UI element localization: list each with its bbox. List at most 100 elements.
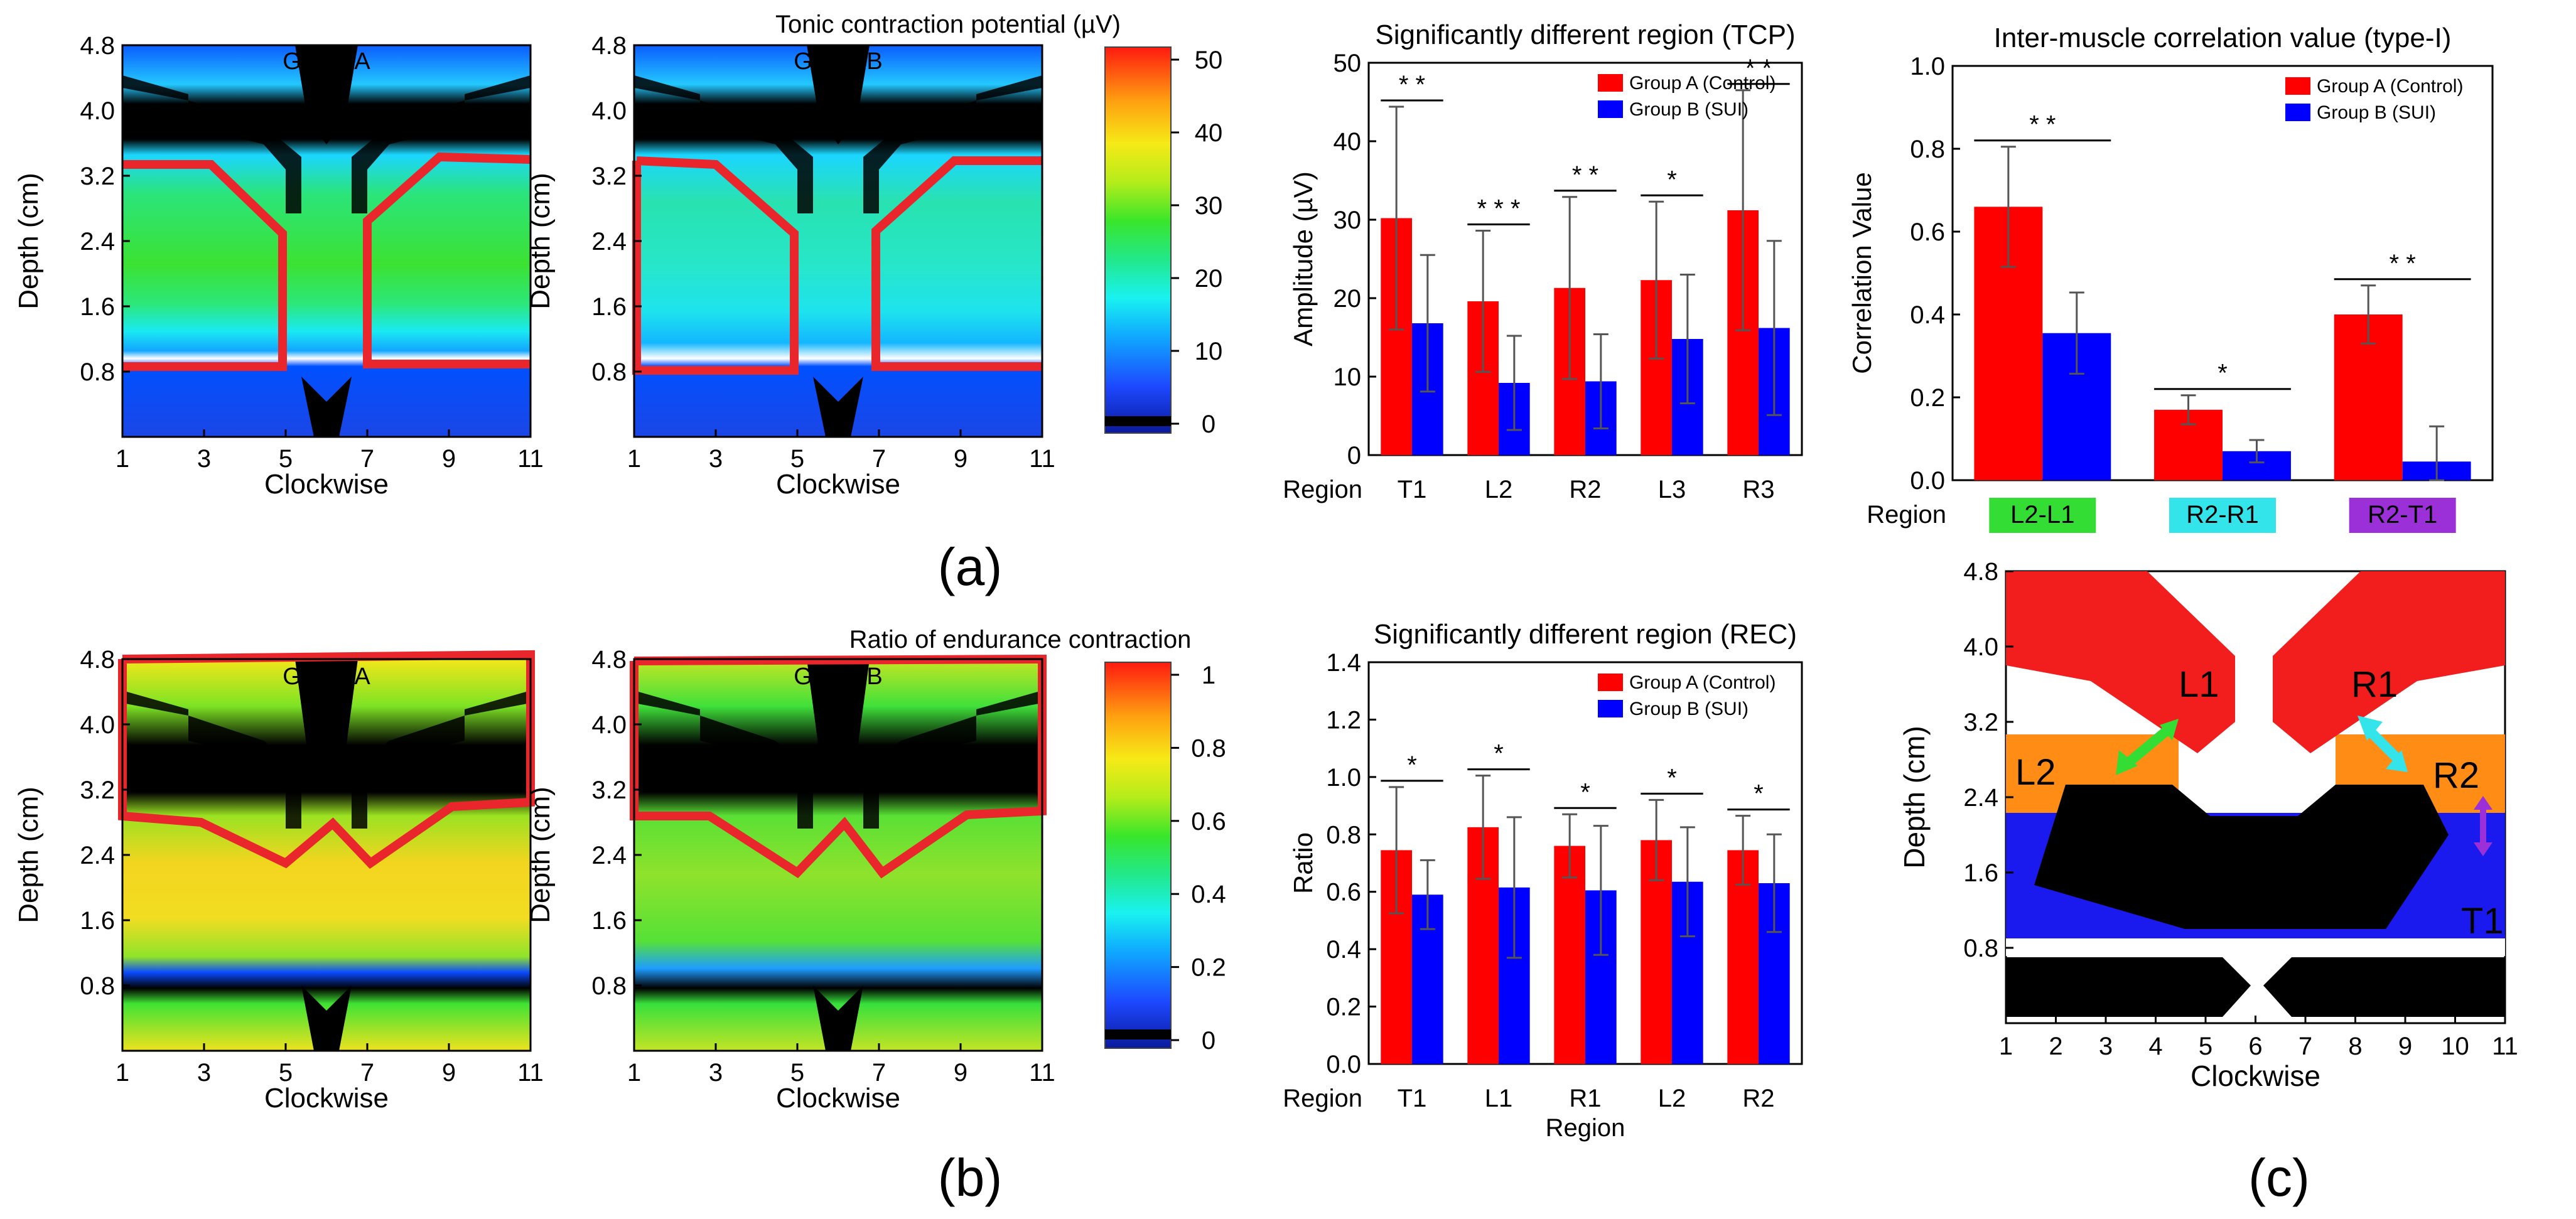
y-tick-label: 0 (1347, 442, 1361, 470)
y-tick-label: 1.6 (80, 293, 115, 321)
contour-band (295, 659, 358, 785)
group-label: Group B (794, 48, 883, 75)
y-axis-label: Depth (cm) (525, 173, 556, 309)
y-tick-label: 0.4 (1326, 936, 1361, 964)
x-tick-label: R3 (1742, 476, 1774, 503)
y-tick-label: 4.0 (80, 97, 115, 125)
region-R1 (2273, 571, 2505, 753)
contour-b-group-b: Group B (630, 654, 1047, 1051)
significance-marker: * (2218, 360, 2228, 387)
x-tick-label: 11 (517, 445, 544, 473)
chart-title: Significantly different region (REC) (1374, 619, 1797, 650)
y-tick-label: 1.4 (1326, 649, 1361, 677)
colorbar-title: Tonic contraction potential (µV) (775, 11, 1121, 38)
y-axis-label: Depth (cm) (13, 173, 44, 309)
x-tick-label: 7 (360, 445, 374, 473)
colorbar-tick-label: 50 (1195, 46, 1223, 74)
y-axis-label: Depth (cm) (13, 787, 44, 923)
region-bottom-left (2006, 957, 2251, 1017)
x-tick-label: R2 (1742, 1085, 1774, 1112)
y-tick-label: 1.6 (1963, 859, 1998, 887)
contour-a-group-b: Group B (632, 45, 1042, 437)
x-tick-label: L2-L1 (2010, 501, 2074, 529)
x-tick-label: 5 (790, 445, 804, 473)
colorbar-tick-label: 30 (1195, 192, 1223, 220)
x-tick-label: R2 (1569, 476, 1601, 503)
contour-band (634, 690, 813, 829)
x-axis-label: Clockwise (776, 469, 900, 500)
y-tick-label: 4.8 (591, 646, 627, 674)
y-tick-label: 3.2 (591, 776, 627, 804)
y-tick-label: 4.0 (80, 711, 115, 739)
x-axis-label: Clockwise (264, 469, 389, 500)
region-bottom-right (2263, 957, 2505, 1017)
contour-band (122, 690, 301, 829)
contour-band (813, 377, 863, 437)
y-tick-label: 3.2 (80, 163, 115, 190)
region-label: R2 (2433, 755, 2479, 796)
chart-title: Significantly different region (TCP) (1375, 19, 1795, 50)
x-tick-label: 3 (709, 445, 723, 473)
x-axis-label: Region (1283, 476, 1362, 503)
x-tick-label: 5 (279, 1059, 293, 1087)
y-tick-label: 50 (1334, 50, 1362, 77)
colorbar-tick-label: 0.4 (1191, 881, 1226, 908)
x-tick-label: 7 (2298, 1033, 2312, 1060)
y-tick-label: 1.6 (591, 293, 627, 321)
y-tick-label: 0.8 (1963, 935, 1998, 962)
category-badge (2349, 498, 2456, 533)
y-tick-label: 0.8 (591, 358, 627, 386)
x-axis-label: Clockwise (264, 1083, 389, 1114)
y-tick-label: 1.6 (80, 907, 115, 935)
colorbar-b: Ratio of endurance contraction 1 0.8 0.6 0.… (849, 626, 1226, 1055)
significance-marker: * * (1399, 71, 1425, 99)
x-tick-label: 4 (2148, 1033, 2162, 1060)
region-label: L1 (2179, 664, 2219, 705)
highlight-region (363, 152, 531, 368)
y-axis-label: Depth (cm) (1898, 726, 1931, 868)
colorbar-tick-label: 0 (1202, 1027, 1215, 1055)
colorbar-ticks: 1 0.8 0.6 0.4 0.2 0 (1171, 662, 1226, 1055)
contour-band (807, 659, 870, 785)
x-tick-label: 11 (2492, 1033, 2518, 1060)
highlight-region (632, 156, 799, 375)
region-L1 (2006, 571, 2235, 753)
legend-label: Group A (Control) (1629, 672, 1776, 693)
colorbar-tick-label: 10 (1195, 338, 1223, 365)
y-tick-label: 0.4 (1910, 301, 1945, 329)
x-tick-label: L2 (1485, 476, 1513, 503)
contour-band (301, 377, 352, 437)
contour-axes: 1 3 5 7 9 110.81.62.43.24.04.8ClockwiseDepth … (13, 32, 1055, 1114)
y-tick-label: 2.4 (591, 228, 627, 255)
bar-chart-correlation: Inter-muscle correlation value (type-I) 0… (1847, 23, 2494, 533)
y-tick-label: 30 (1334, 207, 1362, 234)
legend-label: Group A (Control) (1629, 73, 1776, 94)
panel-label-c: (c) (2248, 1148, 2310, 1207)
x-tick-label: T1 (1398, 476, 1427, 503)
legend-label: Group B (SUI) (1629, 99, 1749, 120)
panel-label-b: (b) (938, 1148, 1003, 1207)
y-tick-label: 4.0 (1963, 633, 1998, 661)
colorbar-tick-label: 0 (1202, 411, 1215, 438)
y-tick-label: 2.4 (591, 842, 627, 869)
region-diagram: L1 R1 L2 R2 T1 1 2 3 4 5 6 7 8 9 10 11 0.8 1.6 2.4 3.2… (1898, 558, 2518, 1092)
region-label: R1 (2351, 664, 2398, 705)
category-badge (1989, 498, 2096, 533)
legend-label: Group B (SUI) (1629, 699, 1749, 719)
colorbar-tick-label: 0.8 (1191, 734, 1226, 762)
y-tick-label: 3.2 (80, 776, 115, 804)
group-label: Group B (794, 663, 883, 690)
x-tick-label: 3 (2099, 1033, 2113, 1060)
x-tick-label: 8 (2348, 1033, 2362, 1060)
region-label: L2 (2015, 752, 2056, 793)
arrow-head (2474, 796, 2492, 810)
x-tick-label: 10 (2441, 1033, 2469, 1060)
contour-band (863, 75, 1042, 213)
x-axis-label: Clockwise (776, 1083, 900, 1114)
significance-marker: * * * (1477, 195, 1521, 223)
highlight-region (122, 160, 287, 371)
colorbar-tick-label: 20 (1195, 265, 1223, 293)
y-tick-label: 0.8 (80, 972, 115, 1000)
bar-chart-rec: Significantly different region (REC) 0.0 0… (1283, 619, 1803, 1142)
legend-swatch (1598, 674, 1623, 691)
